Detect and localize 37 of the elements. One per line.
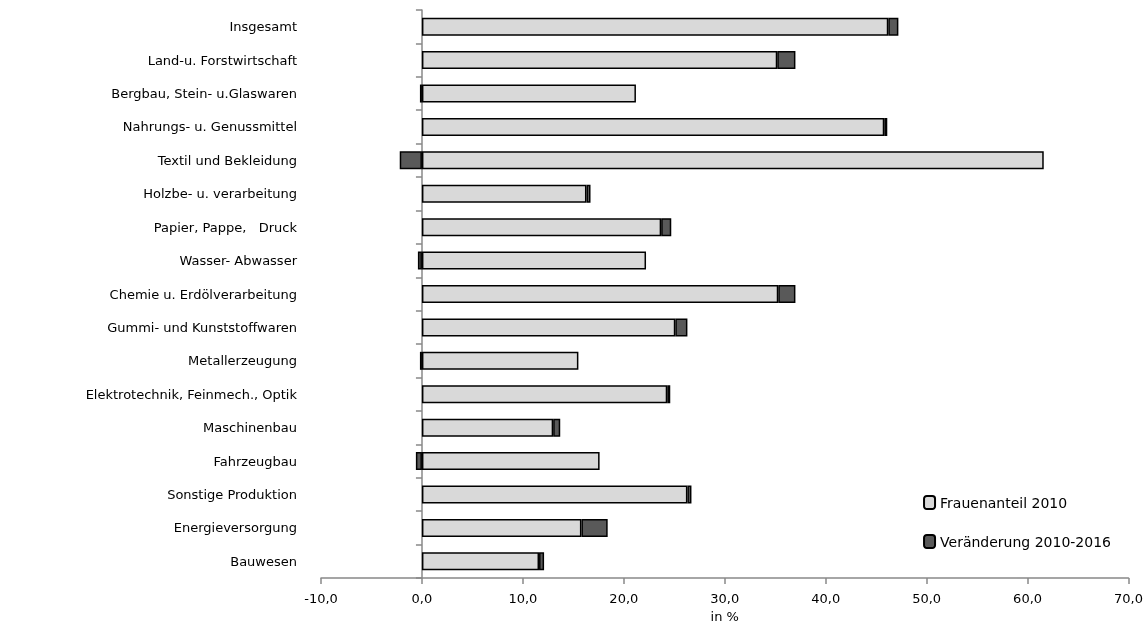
y-tick-label: Bergbau, Stein- u.Glaswaren [111,86,297,102]
y-tick-label: Gummi- und Kunststoffwaren [107,319,297,335]
bar [421,117,885,136]
bar [421,251,647,270]
x-tick-label: 70,0 [1114,591,1143,606]
y-tick-label: Papier, Pappe, Druck [153,219,298,235]
bar [421,385,668,404]
y-tick-label: Chemie u. Erdölverarbeitung [109,286,297,302]
x-tick-label: 30,0 [710,591,740,606]
y-tick-label: Insgesamt [229,19,297,35]
y-tick-label: Maschinenbau [203,420,297,436]
x-axis-title: in % [710,608,739,624]
x-tick-label: 60,0 [1013,591,1043,606]
y-tick-label: Sonstige Produktion [167,486,297,502]
x-tick-label: 50,0 [912,591,942,606]
y-tick-label: Elektrotechnik, Feinmech., Optik [85,386,298,402]
y-tick-label: Metallerzeugung [188,353,297,369]
bar [421,552,540,571]
y-tick-label: Fahrzeugbau [213,453,297,469]
bar [421,485,688,504]
x-tick-label: 0,0 [411,591,433,606]
y-tick-label: Holzbe- u. verarbeitung [143,186,297,202]
bar [421,184,587,203]
y-tick-label: Wasser- Abwasser [179,253,298,269]
x-tick-label: 20,0 [609,591,639,606]
y-tick-label: Textil und Bekleidung [156,152,297,168]
bar [421,84,636,103]
bar [421,351,579,370]
x-tick-label: 40,0 [811,591,841,606]
legend-label: Frauenanteil 2010 [940,494,1068,511]
y-tick-label: Land-u. Forstwirtschaft [147,52,297,68]
y-tick-label: Energieversorgung [173,520,297,536]
x-tick-label: -10,0 [304,591,338,606]
legend-label: Veränderung 2010-2016 [940,533,1112,550]
y-tick-label: Bauwesen [230,553,297,569]
x-tick-label: 10,0 [508,591,538,606]
y-tick-label: Nahrungs- u. Genussmittel [122,119,297,135]
